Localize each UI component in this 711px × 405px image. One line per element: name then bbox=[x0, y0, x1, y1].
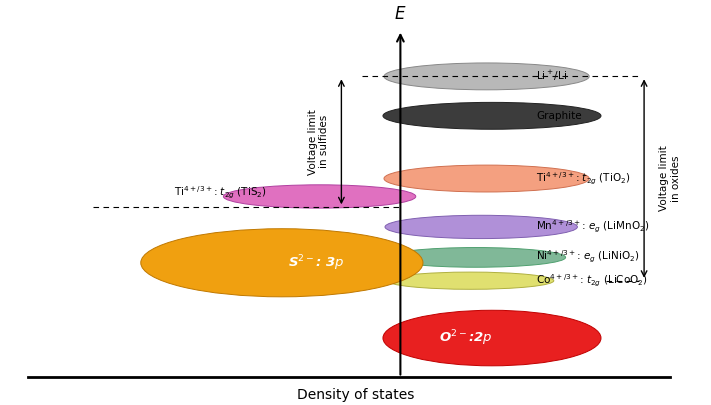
Ellipse shape bbox=[387, 272, 554, 289]
Text: Voltage limit
in oxides: Voltage limit in oxides bbox=[659, 146, 680, 211]
Text: Ti$^{4+/3+}$: $t_{2g}$ (TiS$_2$): Ti$^{4+/3+}$: $t_{2g}$ (TiS$_2$) bbox=[174, 185, 267, 201]
Text: Ni$^{4+/3+}$: $e_g$ (LiNiO$_2$): Ni$^{4+/3+}$: $e_g$ (LiNiO$_2$) bbox=[536, 249, 640, 266]
Ellipse shape bbox=[385, 215, 577, 239]
Ellipse shape bbox=[383, 102, 601, 129]
Ellipse shape bbox=[384, 63, 589, 90]
Text: Ti$^{4+/3+}$: $t_{2g}$ (TiO$_2$): Ti$^{4+/3+}$: $t_{2g}$ (TiO$_2$) bbox=[536, 171, 631, 187]
Ellipse shape bbox=[384, 165, 589, 192]
Text: S$^{2-}$: 3$p$: S$^{2-}$: 3$p$ bbox=[288, 253, 344, 273]
Text: Co$^{4+/3+}$: $t_{2g}$ (LiCoO$_2$): Co$^{4+/3+}$: $t_{2g}$ (LiCoO$_2$) bbox=[536, 273, 648, 289]
Ellipse shape bbox=[223, 185, 416, 208]
Text: Graphite: Graphite bbox=[536, 111, 582, 121]
Text: $E$: $E$ bbox=[394, 4, 407, 23]
Text: O$^{2-}$:2$p$: O$^{2-}$:2$p$ bbox=[439, 328, 493, 348]
Text: Voltage limit
in sulfides: Voltage limit in sulfides bbox=[307, 109, 329, 175]
Text: Li$^+$/Li: Li$^+$/Li bbox=[536, 69, 567, 83]
Ellipse shape bbox=[141, 229, 423, 297]
Ellipse shape bbox=[386, 247, 565, 267]
Text: Mn$^{4+/3+}$: $e_g$ (LiMnO$_2$): Mn$^{4+/3+}$: $e_g$ (LiMnO$_2$) bbox=[536, 219, 650, 235]
Ellipse shape bbox=[383, 310, 601, 366]
Text: Density of states: Density of states bbox=[296, 388, 415, 402]
